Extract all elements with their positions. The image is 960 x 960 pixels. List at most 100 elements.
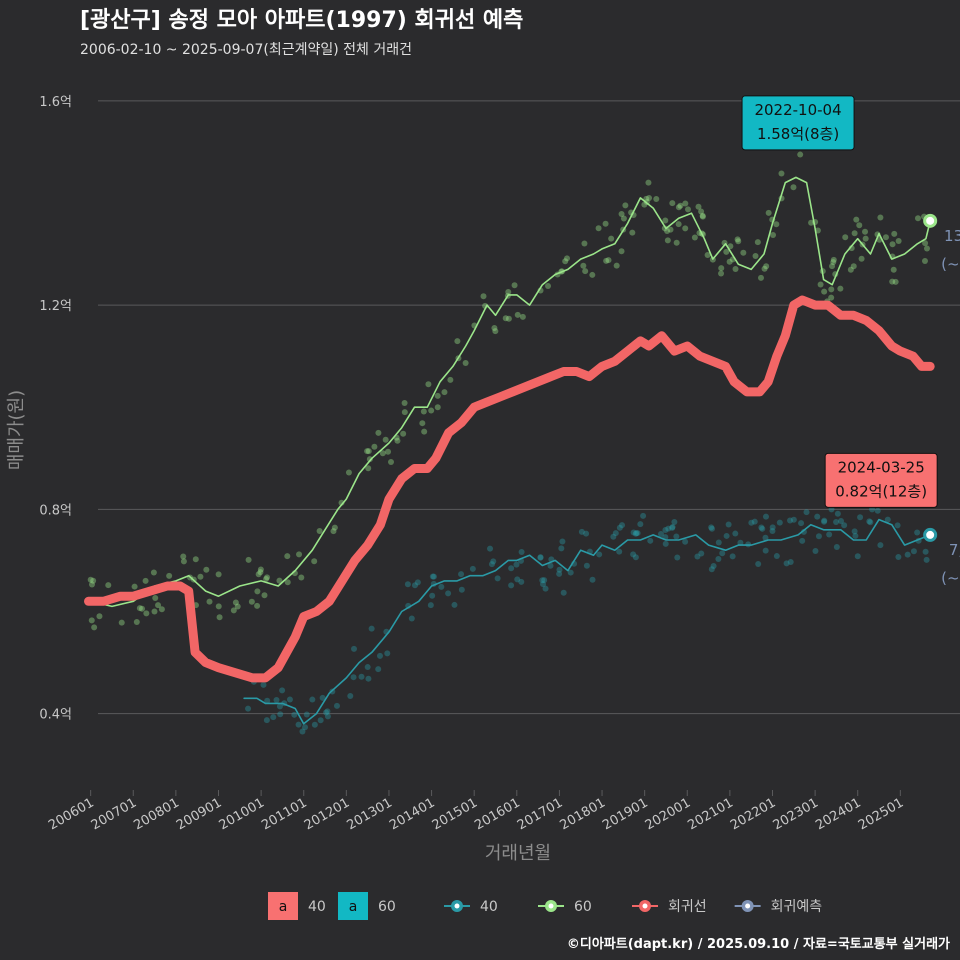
transaction-point: [740, 249, 747, 256]
transaction-point: [776, 519, 783, 526]
transaction-point: [719, 550, 726, 557]
transaction-point: [629, 229, 636, 236]
x-tick-label: 202401: [813, 795, 863, 833]
x-tick-label: 202101: [685, 795, 735, 833]
transaction-point: [330, 528, 337, 535]
transaction-point: [852, 532, 859, 539]
transaction-point: [562, 258, 569, 265]
transaction-point: [545, 282, 552, 289]
transaction-point: [131, 583, 138, 590]
transaction-point: [96, 613, 103, 620]
transaction-point: [673, 533, 680, 540]
transaction-point: [492, 328, 499, 335]
transaction-point: [620, 215, 627, 222]
transaction-point: [630, 551, 637, 558]
transaction-point: [787, 517, 794, 524]
transaction-point: [890, 266, 897, 273]
transaction-point: [427, 602, 434, 609]
transaction-point: [613, 262, 620, 269]
transaction-point: [858, 255, 865, 262]
transaction-point: [133, 618, 140, 625]
transaction-point: [502, 315, 509, 322]
transaction-point: [838, 517, 845, 524]
transaction-point: [675, 204, 682, 211]
transaction-point: [88, 617, 95, 624]
transaction-point: [862, 228, 869, 235]
transaction-point: [578, 528, 585, 535]
transaction-point: [91, 624, 98, 631]
transaction-point: [560, 589, 567, 596]
transaction-point: [316, 527, 323, 534]
transaction-point: [729, 553, 736, 560]
transaction-point: [365, 448, 372, 455]
transaction-point: [869, 506, 876, 513]
transaction-point: [441, 389, 448, 396]
transaction-point: [420, 408, 427, 415]
transaction-point: [833, 518, 840, 525]
transaction-point: [851, 528, 858, 535]
transaction-point: [842, 234, 849, 241]
end-value-label: 13,650: [944, 227, 960, 245]
transaction-point: [333, 702, 340, 709]
transaction-point: [662, 540, 669, 547]
transaction-point: [877, 214, 884, 221]
legend-label: 40: [308, 899, 326, 915]
transaction-point: [856, 222, 863, 229]
transaction-point: [303, 711, 310, 718]
transaction-point: [323, 709, 330, 716]
transaction-point: [564, 255, 571, 262]
transaction-point: [291, 711, 298, 718]
scatter-points: [87, 151, 931, 735]
transaction-point: [799, 537, 806, 544]
transaction-point: [411, 582, 418, 589]
transaction-point: [394, 437, 401, 444]
x-tick-label: 201401: [387, 795, 437, 833]
transaction-point: [539, 577, 546, 584]
transaction-point: [773, 221, 780, 228]
transaction-point: [826, 531, 833, 538]
transaction-point: [874, 507, 881, 514]
transaction-point: [665, 525, 672, 532]
transaction-point: [558, 545, 565, 552]
transaction-point: [922, 240, 929, 247]
transaction-point: [404, 581, 411, 588]
transaction-point: [388, 459, 395, 466]
y-tick-label: 0.8억: [39, 503, 72, 518]
transaction-point: [583, 530, 590, 537]
x-tick-label: 200701: [89, 795, 139, 833]
transaction-point: [368, 625, 375, 632]
transaction-point: [616, 548, 623, 555]
transaction-point: [462, 360, 469, 367]
transaction-point: [582, 268, 589, 275]
transaction-point: [847, 266, 854, 273]
transaction-point: [778, 170, 785, 177]
y-tick-label: 1.2억: [39, 299, 72, 314]
transaction-point: [87, 576, 94, 583]
transaction-point: [732, 530, 739, 537]
transaction-point: [735, 238, 742, 245]
transaction-point: [180, 558, 187, 565]
transaction-point: [841, 522, 848, 529]
transaction-point: [923, 245, 930, 252]
transaction-point: [299, 728, 306, 735]
transaction-point: [215, 603, 222, 610]
transaction-point: [610, 533, 617, 540]
transaction-point: [421, 428, 428, 435]
transaction-point: [662, 217, 669, 224]
annotation-box: [824, 452, 938, 508]
transaction-point: [682, 225, 689, 232]
transaction-point: [723, 248, 730, 255]
transaction-point: [232, 599, 239, 606]
transaction-point: [889, 278, 896, 285]
transaction-point: [817, 281, 824, 288]
transaction-point: [295, 721, 302, 728]
transaction-point: [674, 554, 681, 561]
transaction-point: [618, 248, 625, 255]
x-tick-label: 201201: [302, 795, 352, 833]
transaction-point: [302, 724, 309, 731]
transaction-point: [309, 696, 316, 703]
transaction-point: [589, 576, 596, 583]
transaction-point: [257, 566, 264, 573]
transaction-point: [608, 235, 615, 242]
transaction-point: [375, 429, 382, 436]
